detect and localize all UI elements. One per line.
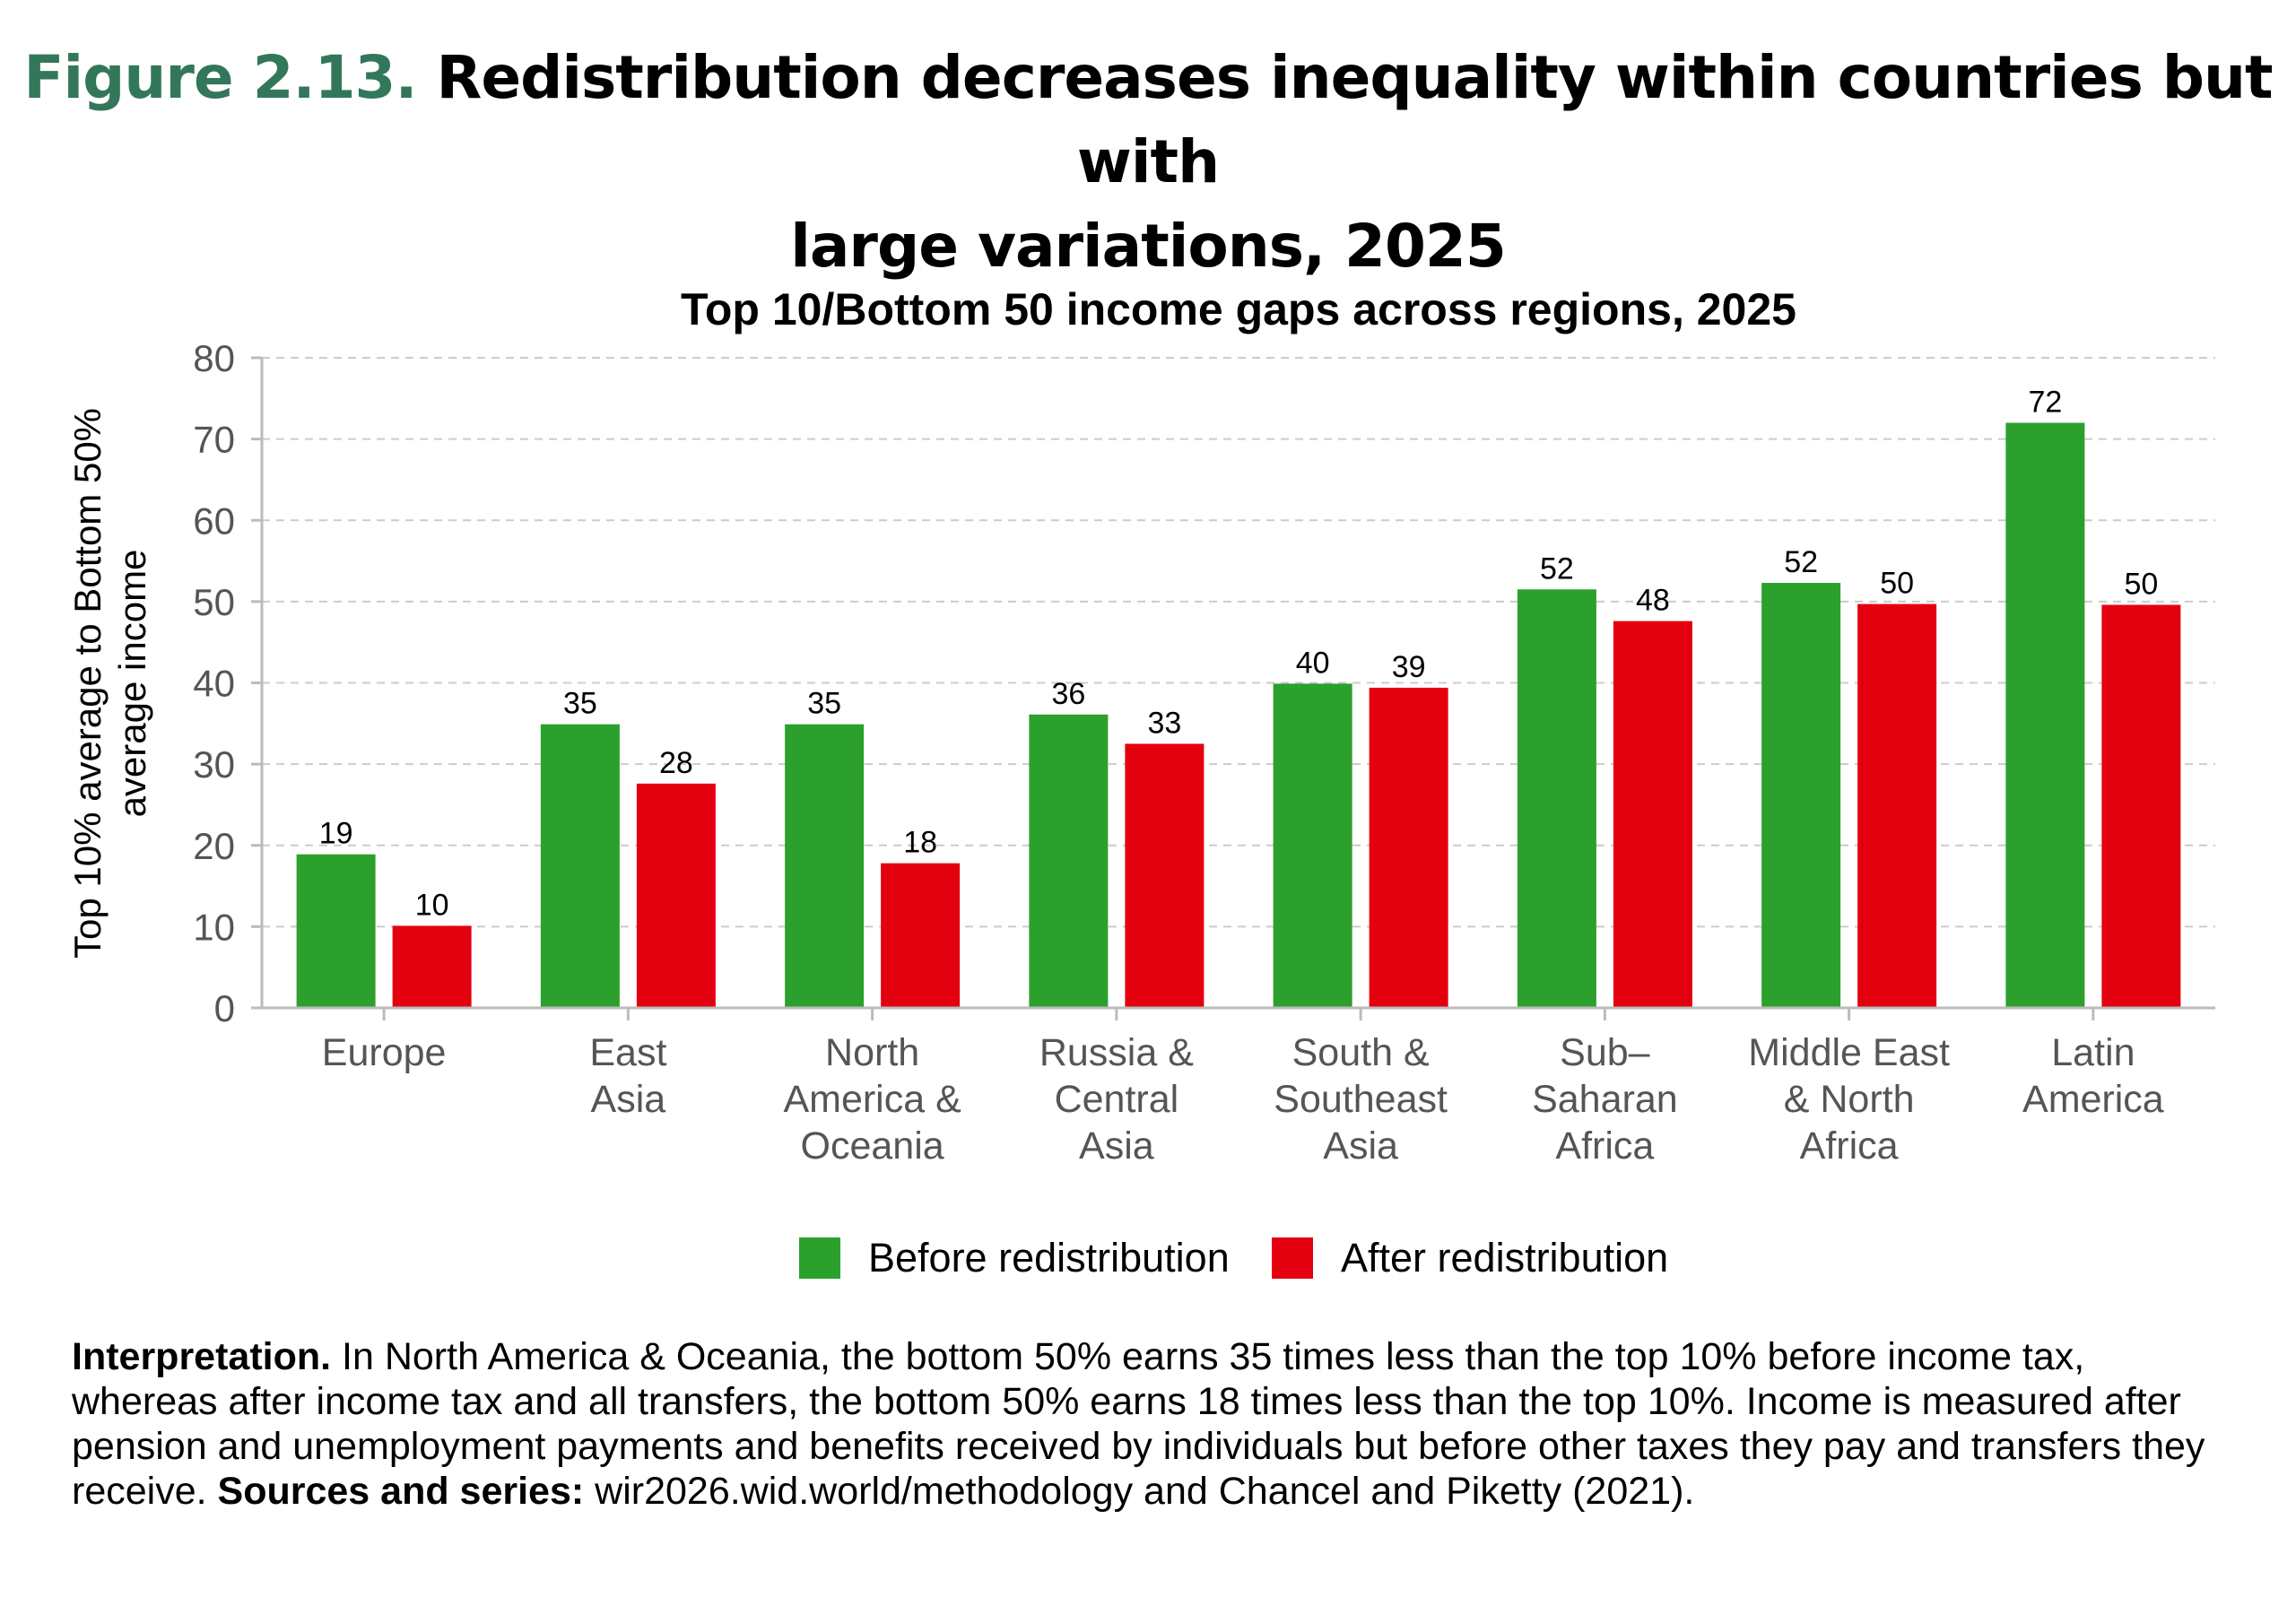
x-tick-label: East [589,1031,666,1074]
data-label: 33 [1147,706,1181,740]
x-tick-label: Oceania [801,1124,944,1168]
x-tick-label: Asia [1079,1124,1154,1168]
interpretation-label: Interpretation. [72,1335,332,1378]
interpretation-note: Interpretation. In North America & Ocean… [72,1334,2224,1514]
x-tick-label: Asia [1323,1124,1398,1168]
x-tick-label: Latin [2051,1031,2135,1074]
x-tick-label: Russia & [1039,1031,1194,1074]
bar-after [392,925,472,1008]
bar-after [1125,743,1205,1008]
y-axis-label-line2: average income [111,550,153,818]
x-tick-label: Africa [1555,1124,1654,1168]
y-tick-label: 20 [193,825,235,867]
figure-title-line2: large variations, 2025 [790,212,1506,281]
bar-before [785,724,865,1008]
y-tick-label: 80 [193,337,235,379]
x-tick-label: Africa [1800,1124,1899,1168]
bar-after [2101,604,2181,1008]
x-tick-label: & North [1784,1078,1915,1121]
figure-title: Figure 2.13. Redistribution decreases in… [0,36,2296,289]
bar-before [2005,422,2085,1008]
bar-after [1613,621,1692,1008]
data-label: 10 [415,888,449,922]
bar-after [1369,687,1448,1008]
data-label: 40 [1296,646,1330,680]
data-label: 18 [903,826,937,860]
bar-before [296,854,376,1008]
x-tick-label: North [825,1031,919,1074]
bar-chart: Top 10/Bottom 50 income gaps across regi… [66,284,2215,1280]
bar-after [636,783,716,1008]
data-label: 72 [2028,386,2062,420]
y-tick-label: 40 [193,663,235,705]
figure-title-line1: Redistribution decreases inequality with… [436,43,2274,196]
y-tick-label: 70 [193,419,235,461]
x-tick-label: Middle East [1748,1031,1950,1074]
data-label: 36 [1051,677,1085,711]
data-label: 19 [319,817,353,851]
y-tick-label: 10 [193,906,235,948]
legend-swatch [799,1237,840,1279]
x-tick-label: America [2022,1078,2164,1121]
y-axis-label-line1: Top 10% average to Bottom 50% [66,408,109,959]
data-label: 35 [563,687,597,721]
figure-number: Figure 2.13. [23,43,417,112]
y-tick-label: 0 [214,987,235,1029]
bar-before [1029,714,1109,1008]
bar-after [881,863,961,1008]
data-label: 39 [1392,650,1426,684]
x-tick-label: Asia [591,1078,666,1121]
data-label: 28 [659,746,693,780]
x-tick-label: Europe [322,1031,447,1074]
bar-before [1273,683,1352,1008]
sources-label: Sources and series: [217,1470,585,1513]
x-tick-label: Southeast [1274,1078,1448,1121]
sources-text: wir2026.wid.world/methodology and Chance… [584,1470,1695,1513]
bar-before [540,724,620,1008]
y-tick-label: 30 [193,743,235,786]
data-label: 52 [1784,545,1818,579]
data-label: 50 [1880,567,1914,601]
data-label: 52 [1540,551,1574,586]
data-label: 35 [807,687,841,721]
y-tick-label: 60 [193,499,235,542]
x-tick-label: Saharan [1532,1078,1678,1121]
legend-label: After redistribution [1341,1235,1668,1280]
bar-before [1517,589,1596,1008]
data-label: 48 [1636,584,1670,618]
x-tick-label: Sub– [1560,1031,1650,1074]
data-label: 50 [2124,568,2158,602]
chart-title: Top 10/Bottom 50 income gaps across regi… [681,284,1796,334]
legend-label: Before redistribution [868,1235,1230,1280]
x-tick-label: America & [783,1078,961,1121]
bar-before [1761,583,1841,1008]
bar-after [1857,603,1937,1008]
y-tick-label: 50 [193,581,235,623]
x-tick-label: South & [1292,1031,1430,1074]
x-tick-label: Central [1055,1078,1179,1121]
interpretation-text: In North America & Oceania, the bottom 5… [72,1335,2205,1513]
legend-swatch [1272,1237,1313,1279]
